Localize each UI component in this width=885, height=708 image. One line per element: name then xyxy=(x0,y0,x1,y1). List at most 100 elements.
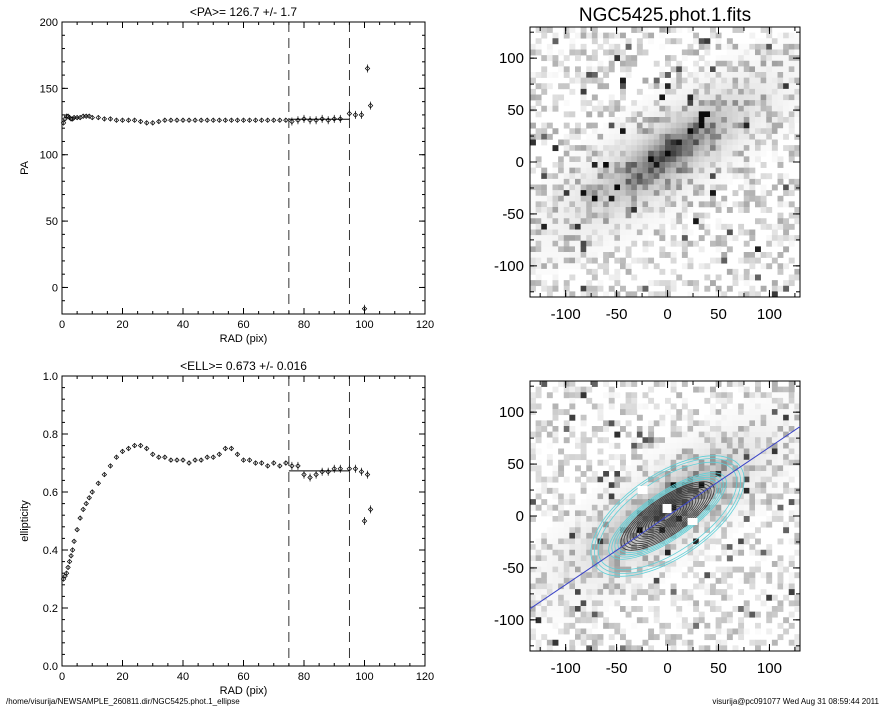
image-pixel xyxy=(681,55,688,62)
image-pixel xyxy=(670,178,677,185)
image-pixel xyxy=(591,190,598,197)
image-pixel xyxy=(698,561,705,567)
image-pixel xyxy=(625,122,632,129)
image-pixel xyxy=(586,532,593,539)
image-pixel xyxy=(648,606,655,612)
image-pixel xyxy=(580,94,587,101)
image-pixel xyxy=(755,527,761,534)
image-pixel xyxy=(653,583,660,590)
image-pixel xyxy=(631,195,638,202)
image-pixel xyxy=(726,178,733,185)
image-pixel xyxy=(710,493,716,500)
image-pixel xyxy=(591,521,598,528)
image-pixel xyxy=(659,133,666,140)
image-pixel xyxy=(715,111,722,118)
data-point xyxy=(144,120,150,126)
image-pixel xyxy=(738,167,745,174)
image-pixel xyxy=(783,431,790,438)
x-tick-label: 20 xyxy=(116,671,128,683)
image-pixel xyxy=(743,162,750,168)
image-pixel xyxy=(586,173,593,180)
image-pixel xyxy=(755,493,761,500)
image-pixel xyxy=(687,88,694,95)
data-point xyxy=(210,117,216,123)
image-pixel xyxy=(631,594,638,601)
image-pixel xyxy=(777,482,784,489)
image-pixel xyxy=(676,72,683,78)
image-pixel xyxy=(749,437,756,444)
image-pixel xyxy=(580,594,587,601)
image-pixel xyxy=(670,454,677,461)
image-pixel xyxy=(676,156,683,163)
image-pixel xyxy=(676,139,683,146)
image-pixel xyxy=(636,561,643,567)
image-pixel xyxy=(620,409,626,416)
image-pixel xyxy=(569,263,576,270)
image-pixel xyxy=(552,229,559,236)
image-pixel xyxy=(653,280,660,287)
image-pixel xyxy=(558,504,565,511)
image-pixel xyxy=(794,414,801,421)
image-pixel xyxy=(788,240,795,247)
image-pixel xyxy=(563,83,570,90)
image-pixel xyxy=(721,471,728,477)
image-pixel xyxy=(541,482,548,489)
image-pixel xyxy=(681,555,688,562)
image-pixel xyxy=(552,577,559,584)
image-pixel xyxy=(665,409,671,416)
image-pixel xyxy=(693,606,700,612)
image-pixel xyxy=(710,600,716,607)
y-tick-label: 1.0 xyxy=(43,371,58,383)
image-pixel xyxy=(693,504,700,511)
image-pixel xyxy=(546,207,553,213)
image-pixel xyxy=(535,111,542,118)
image-pixel xyxy=(710,156,716,163)
image-pixel xyxy=(608,504,615,511)
image-pixel xyxy=(749,94,756,101)
image-pixel xyxy=(563,459,570,466)
image-pixel xyxy=(653,471,660,477)
image-pixel xyxy=(591,218,598,225)
image-pixel xyxy=(794,88,801,95)
image-pixel xyxy=(687,465,694,472)
image-pixel xyxy=(575,122,581,129)
image-pixel xyxy=(603,235,610,242)
data-point xyxy=(113,117,120,123)
image-pixel xyxy=(788,49,795,56)
image-pixel xyxy=(603,549,610,556)
image-pixel xyxy=(794,100,801,107)
image-pixel xyxy=(580,386,587,393)
image-pixel xyxy=(603,178,610,185)
image-pixel xyxy=(608,128,615,135)
image-pixel xyxy=(642,459,649,466)
image-pixel xyxy=(586,72,593,78)
image-pixel xyxy=(614,268,621,275)
image-pixel xyxy=(738,184,745,191)
image-pixel xyxy=(580,437,587,444)
image-pixel xyxy=(783,285,790,292)
image-pixel xyxy=(620,527,626,534)
image-pixel xyxy=(642,285,649,292)
image-pixel xyxy=(552,32,559,39)
image-pixel xyxy=(755,246,761,253)
x-tick-label: 80 xyxy=(298,671,310,683)
image-pixel xyxy=(636,139,643,146)
image-pixel xyxy=(552,465,559,472)
data-point xyxy=(186,460,192,466)
image-pixel xyxy=(608,521,615,528)
image-pixel xyxy=(620,32,626,39)
image-pixel xyxy=(743,55,750,62)
image-pixel xyxy=(732,94,739,101)
image-pixel xyxy=(563,195,570,202)
image-pixel xyxy=(648,561,655,567)
image-pixel xyxy=(631,448,638,455)
image-pixel xyxy=(625,589,632,596)
image-pixel xyxy=(659,454,666,461)
image-pixel xyxy=(760,409,767,416)
image-pixel xyxy=(710,487,716,494)
image-pixel xyxy=(552,471,559,477)
image-pixel xyxy=(726,397,733,404)
image-pixel xyxy=(710,178,716,185)
image-pixel xyxy=(552,409,559,416)
image-pixel xyxy=(743,190,750,197)
